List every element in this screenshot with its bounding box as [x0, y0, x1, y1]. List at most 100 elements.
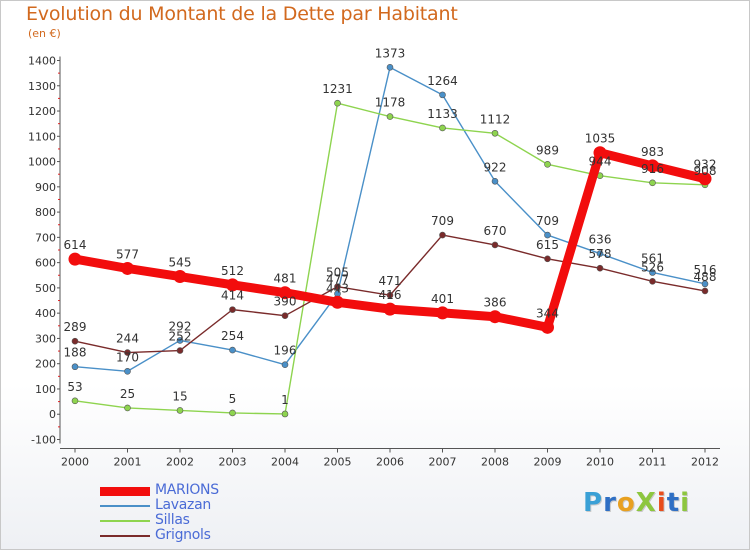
y-tick-label: 1200 [28, 105, 56, 118]
data-point-grignols [701, 287, 709, 295]
data-label-grignols: 289 [64, 320, 87, 334]
data-point-grignols [281, 312, 289, 319]
data-point-marions [436, 306, 449, 320]
legend-swatch [100, 505, 150, 507]
data-label-sillas: 1231 [322, 82, 353, 96]
data-label-marions: 481 [274, 272, 297, 286]
data-point-sillas [229, 409, 236, 417]
data-label-grignols: 578 [589, 247, 612, 261]
data-label-lavazan: 636 [589, 233, 612, 247]
data-label-lavazan: 292 [169, 319, 192, 333]
data-label-grignols: 526 [641, 260, 664, 274]
data-point-sillas [386, 113, 394, 120]
x-tick-label: 2006 [376, 456, 404, 469]
data-point-grignols [439, 231, 446, 239]
data-point-grignols [596, 264, 604, 272]
data-point-marions [226, 278, 239, 292]
data-label-lavazan: 709 [536, 214, 559, 228]
x-tick-label: 2004 [271, 456, 299, 469]
data-label-sillas: 916 [641, 162, 664, 176]
data-label-marions: 932 [694, 158, 717, 172]
data-point-grignols [229, 306, 236, 313]
logo-letter: i [656, 488, 667, 518]
legend-swatch [100, 535, 150, 537]
data-label-sillas: 25 [120, 387, 135, 401]
data-point-sillas [649, 179, 656, 187]
data-label-sillas: 1133 [427, 107, 458, 121]
data-label-lavazan: 477 [326, 273, 349, 287]
proxiti-logo: ProXiti [583, 488, 690, 518]
data-label-grignols: 252 [169, 330, 192, 344]
data-point-grignols [386, 291, 394, 299]
data-label-sillas: 1178 [375, 96, 406, 110]
data-point-marions [173, 270, 187, 284]
y-tick-label: 800 [35, 206, 56, 219]
data-label-grignols: 670 [484, 224, 507, 238]
data-point-grignols [176, 347, 184, 354]
data-point-sillas [491, 129, 499, 137]
chart-subtitle: (en €) [28, 27, 61, 40]
x-tick-label: 2005 [324, 456, 352, 469]
x-tick-label: 2003 [219, 456, 247, 469]
data-point-marions [331, 295, 344, 309]
legend-swatch [100, 520, 150, 522]
data-label-marions: 386 [484, 296, 507, 310]
data-label-sillas: 944 [589, 155, 612, 169]
y-tick-label: 600 [35, 257, 56, 270]
y-tick-label: 900 [35, 181, 56, 194]
data-point-lavazan [649, 269, 656, 276]
data-label-lavazan: 196 [274, 344, 297, 358]
legend-label: Sillas [155, 512, 190, 528]
legend-swatch [100, 486, 150, 496]
data-point-marions [68, 252, 82, 266]
data-label-grignols: 414 [221, 289, 244, 303]
data-label-marions: 512 [221, 264, 244, 278]
data-label-sillas: 1112 [480, 112, 511, 126]
y-tick-label: -100 [31, 434, 56, 447]
logo-letter: o [616, 488, 636, 518]
y-tick-label: 500 [35, 282, 56, 295]
y-tick-label: 700 [35, 231, 56, 244]
data-point-grignols [124, 349, 131, 356]
x-tick-label: 2000 [61, 456, 89, 469]
data-label-grignols: 505 [326, 266, 349, 280]
y-tick-label: 1000 [28, 156, 56, 169]
data-label-sillas: 5 [229, 392, 237, 406]
data-point-marions [541, 320, 554, 334]
data-point-sillas [176, 407, 184, 414]
logo-letter: i [680, 488, 691, 518]
y-tick-label: 0 [49, 408, 56, 421]
data-label-marions: 577 [116, 247, 139, 261]
y-tick-label: 200 [35, 358, 56, 371]
data-point-lavazan [281, 361, 289, 369]
data-label-marions: 1035 [585, 132, 616, 146]
data-point-marions [121, 261, 134, 275]
data-label-marions: 416 [379, 288, 402, 302]
y-tick-label: 1100 [28, 130, 56, 143]
y-tick-label: 400 [35, 307, 56, 320]
data-label-sillas: 1 [281, 393, 289, 407]
data-label-grignols: 471 [379, 274, 402, 288]
data-label-sillas: 15 [172, 389, 187, 403]
data-point-lavazan [386, 64, 394, 71]
data-point-sillas [334, 99, 341, 107]
legend-label: MARIONS [155, 482, 219, 498]
data-point-grignols [334, 283, 341, 290]
data-label-marions: 614 [64, 238, 87, 252]
data-label-lavazan: 170 [116, 350, 139, 364]
x-tick-label: 2007 [429, 456, 457, 469]
data-point-lavazan [439, 91, 446, 99]
data-point-marions [278, 286, 292, 300]
data-label-grignols: 709 [431, 214, 454, 228]
logo-letter: X [635, 488, 657, 518]
data-label-sillas: 989 [536, 143, 559, 157]
data-label-lavazan: 188 [64, 346, 87, 360]
data-label-grignols: 615 [536, 238, 559, 252]
logo-letter: t [666, 488, 681, 518]
y-tick-label: 1300 [28, 80, 56, 93]
data-point-sillas [71, 397, 79, 405]
x-tick-label: 2001 [114, 456, 142, 469]
x-tick-label: 2008 [481, 456, 509, 469]
data-label-grignols: 488 [694, 270, 717, 284]
